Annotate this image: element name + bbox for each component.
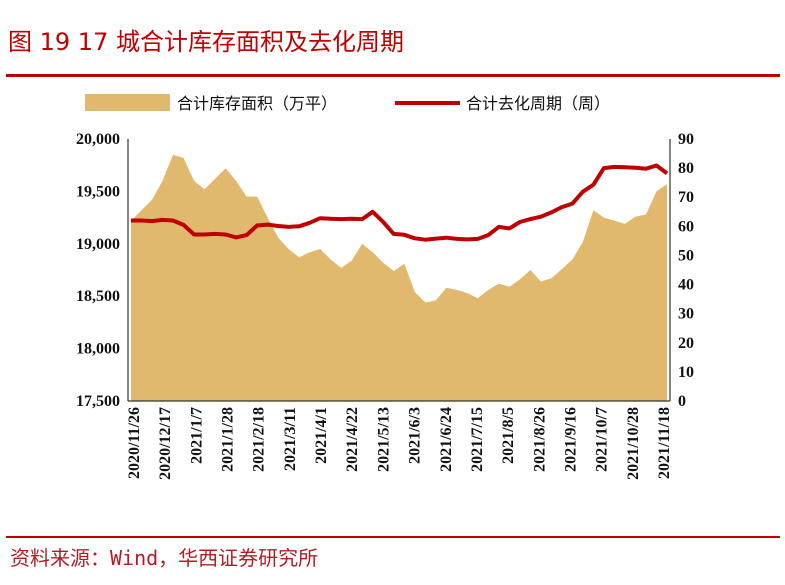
legend-line-label: 合计去化周期（周）: [466, 94, 610, 113]
x-tick-label: 2021/1/7: [188, 407, 205, 464]
title-rule: [6, 74, 780, 77]
x-tick-label: 2021/4/22: [344, 407, 361, 472]
right-tick-label: 50: [678, 247, 694, 264]
x-tick-label: 2021/9/16: [563, 407, 580, 472]
left-axis: 17,500 18,000 18,500 19,000 19,500 20,000: [76, 131, 120, 410]
right-tick-label: 0: [678, 393, 686, 410]
legend: 合计库存面积（万平） 合计去化周期（周）: [85, 94, 610, 113]
figure-title: 图 19 17 城合计库存面积及去化周期: [8, 28, 404, 56]
x-tick-label: 2021/11/18: [656, 407, 673, 479]
x-tick-label: 2020/12/17: [157, 407, 174, 480]
left-tick-label: 20,000: [76, 131, 120, 148]
right-tick-label: 20: [678, 335, 694, 352]
left-tick-label: 17,500: [76, 393, 120, 410]
x-tick-label: 2021/3/11: [282, 407, 299, 471]
x-tick-label: 2021/1/28: [220, 407, 237, 472]
x-axis: 2020/11/26 2020/12/17 2021/1/7 2021/1/28 202…: [126, 407, 673, 480]
x-tick-label: 2021/6/3: [407, 407, 424, 464]
series-area-inventory: [131, 154, 667, 401]
x-tick-label: 2021/8/26: [531, 407, 548, 472]
x-tick-label: 2021/7/15: [469, 407, 486, 472]
source-rule: [6, 536, 780, 538]
x-tick-label: 2020/11/26: [126, 407, 143, 479]
source-note: 资料来源：Wind，华西证券研究所: [10, 546, 319, 570]
x-tick-label: 2021/2/18: [251, 407, 268, 472]
x-tick-label: 2021/5/13: [375, 407, 392, 472]
right-tick-label: 80: [678, 160, 694, 177]
right-tick-label: 30: [678, 306, 694, 323]
left-tick-label: 18,000: [76, 341, 120, 358]
right-tick-label: 40: [678, 277, 694, 294]
left-tick-label: 19,000: [76, 236, 120, 253]
x-tick-label: 2021/10/28: [625, 407, 642, 480]
right-tick-label: 10: [678, 364, 694, 381]
left-tick-label: 19,500: [76, 183, 120, 200]
x-tick-label: 2021/4/1: [313, 407, 330, 464]
x-tick-label: 2021/6/24: [438, 407, 455, 472]
right-axis: 0 10 20 30 40 50 60 70 80 90: [678, 131, 694, 410]
x-tick-label: 2021/10/7: [594, 407, 611, 472]
left-tick-label: 18,500: [76, 288, 120, 305]
legend-area-label: 合计库存面积（万平）: [177, 94, 337, 113]
right-tick-label: 70: [678, 189, 694, 206]
right-tick-label: 60: [678, 218, 694, 235]
series-line-turnover: [131, 163, 669, 242]
legend-area-swatch: [85, 94, 170, 111]
plot-area: [127, 139, 671, 402]
x-tick-label: 2021/8/5: [500, 407, 517, 464]
right-tick-label: 90: [678, 131, 694, 148]
chart-canvas: 合计库存面积（万平） 合计去化周期（周） 17,50018,00018,5001…: [76, 94, 694, 480]
